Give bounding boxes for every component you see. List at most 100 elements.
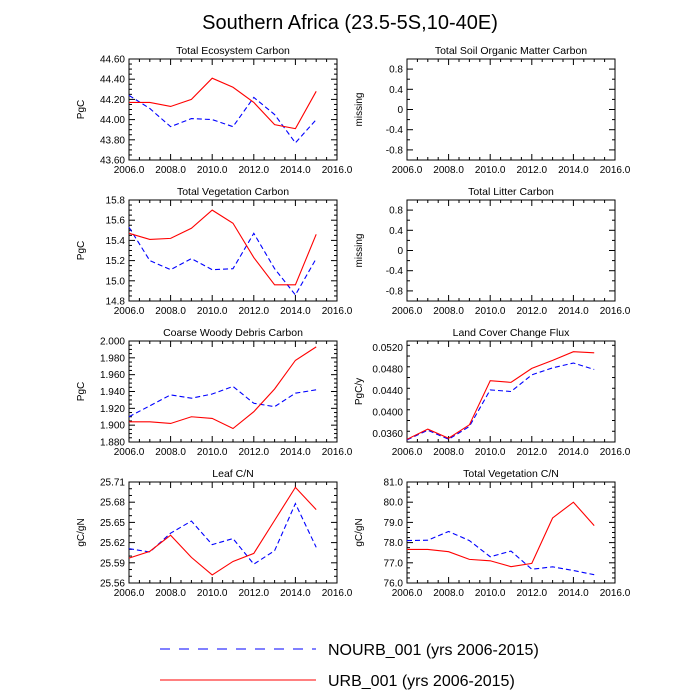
y-tick-label: 0.8	[389, 206, 403, 217]
x-tick-label: 2010.0	[197, 588, 228, 599]
y-tick-label: 44.00	[100, 115, 125, 126]
x-tick-label: 2008.0	[155, 588, 186, 599]
series-line-nourb	[128, 226, 317, 296]
x-tick-label: 2006.0	[392, 165, 423, 176]
x-tick-label: 2014.0	[558, 306, 589, 317]
x-tick-label: 2016.0	[600, 165, 631, 176]
chart-panel-1: Total Soil Organic Matter Carbon missing 2…	[354, 45, 631, 176]
x-tick-label: 2010.0	[475, 447, 506, 458]
x-tick-label: 2012.0	[517, 447, 548, 458]
x-tick-label: 2010.0	[475, 588, 506, 599]
series-line-nourb	[406, 362, 595, 441]
y-tick-label: 0.4	[389, 85, 403, 96]
x-tick-label: 2006.0	[114, 447, 145, 458]
y-axis-label: gC/gN	[76, 518, 87, 546]
y-axis-label: missing	[354, 234, 365, 268]
y-tick-label: 43.80	[100, 135, 125, 146]
y-tick-label: -0.8	[386, 286, 404, 297]
series-line-nourb	[128, 502, 317, 565]
y-axis-label: gC/gN	[354, 518, 365, 546]
legend-nourb-label: NOURB_001 (yrs 2006-2015)	[328, 642, 539, 659]
x-tick-label: 2016.0	[322, 306, 353, 317]
chart-title: Total Ecosystem Carbon	[176, 45, 290, 57]
y-tick-label: 0	[397, 246, 403, 257]
x-tick-label: 2012.0	[239, 447, 270, 458]
y-axis-label: missing	[354, 93, 365, 127]
y-tick-label: 25.56	[100, 579, 125, 590]
y-tick-label: 1.880	[100, 438, 125, 449]
y-tick-label: 15.8	[106, 196, 126, 207]
figure-title: Southern Africa (23.5-5S,10-40E)	[202, 12, 498, 34]
y-tick-label: 80.0	[384, 498, 404, 509]
chart-title: Total Soil Organic Matter Carbon	[435, 45, 587, 57]
x-tick-label: 2014.0	[558, 165, 589, 176]
plot-frame	[406, 58, 616, 161]
x-tick-label: 2014.0	[558, 588, 589, 599]
plot-frame	[406, 199, 616, 302]
chart-panel-2: Total Vegetation Carbon PgC 2006.0 2008.0 20…	[76, 186, 353, 317]
x-tick-label: 2006.0	[114, 306, 145, 317]
x-tick-label: 2010.0	[475, 306, 506, 317]
x-tick-label: 2016.0	[600, 588, 631, 599]
series-line-urb	[407, 501, 595, 568]
y-axis-label: PgC	[76, 241, 87, 260]
x-tick-label: 2008.0	[155, 306, 186, 317]
chart-panel-7: Total Vegetation C/N gC/gN 2006.0 2008.0 201…	[354, 468, 631, 599]
chart-title: Coarse Woody Debris Carbon	[163, 327, 303, 339]
y-tick-label: 25.65	[100, 518, 125, 529]
y-tick-label: 15.4	[106, 236, 126, 247]
plot-frame	[406, 481, 616, 584]
y-tick-label: -0.8	[386, 145, 404, 156]
series-line-urb	[128, 209, 317, 286]
chart-panel-6: Leaf C/N gC/gN 2006.0 2008.0 2010.0 2012.0 201…	[76, 468, 353, 599]
x-tick-label: 2012.0	[517, 588, 548, 599]
x-tick-label: 2006.0	[392, 306, 423, 317]
chart-title: Total Litter Carbon	[468, 186, 554, 198]
legend: NOURB_001 (yrs 2006-2015) URB_001 (yrs 2…	[160, 642, 539, 690]
x-tick-label: 2012.0	[239, 165, 270, 176]
chart-title: Total Vegetation C/N	[463, 468, 559, 480]
x-tick-label: 2016.0	[322, 165, 353, 176]
x-tick-label: 2012.0	[239, 306, 270, 317]
y-tick-label: -0.4	[386, 125, 404, 136]
y-tick-label: 0.0440	[372, 386, 403, 397]
y-tick-label: 44.20	[100, 95, 125, 106]
y-tick-label: 0.0400	[372, 407, 403, 418]
y-tick-label: 25.62	[100, 538, 125, 549]
chart-title: Land Cover Change Flux	[453, 327, 570, 339]
y-tick-label: 0.8	[389, 65, 403, 76]
y-tick-label: 81.0	[384, 478, 404, 489]
y-tick-label: 0.0480	[372, 364, 403, 375]
series-line-urb	[128, 486, 317, 576]
series-line-urb	[129, 77, 317, 130]
series-line-nourb	[128, 385, 317, 418]
x-tick-label: 2014.0	[280, 165, 311, 176]
series-line-nourb	[128, 94, 317, 144]
y-axis-label: PgC/y	[354, 378, 365, 405]
x-tick-label: 2010.0	[475, 165, 506, 176]
y-tick-label: 25.59	[100, 558, 125, 569]
chart-title: Leaf C/N	[212, 468, 253, 480]
x-tick-label: 2016.0	[322, 447, 353, 458]
y-tick-label: 0.4	[389, 226, 403, 237]
chart-title: Total Vegetation Carbon	[177, 186, 289, 198]
y-tick-label: 44.60	[100, 55, 125, 66]
y-axis-label: PgC	[76, 100, 87, 119]
y-tick-label: 44.40	[100, 75, 125, 86]
x-tick-label: 2010.0	[197, 447, 228, 458]
y-tick-label: 0.0520	[372, 343, 403, 354]
plot-frame	[128, 199, 338, 302]
x-tick-label: 2006.0	[392, 588, 423, 599]
x-tick-label: 2006.0	[114, 165, 145, 176]
y-tick-label: 15.6	[106, 216, 126, 227]
series-line-urb	[129, 346, 317, 430]
y-tick-label: 0	[397, 105, 403, 116]
y-tick-label: 15.0	[106, 276, 126, 287]
chart-panel-5: Land Cover Change Flux PgC/y 2006.0 2008.0 2…	[354, 327, 631, 458]
x-tick-label: 2016.0	[600, 306, 631, 317]
y-tick-label: 76.0	[384, 579, 404, 590]
chart-panel-0: Total Ecosystem Carbon PgC 2006.0 2008.0 201…	[76, 45, 353, 176]
x-tick-label: 2008.0	[433, 588, 464, 599]
x-tick-label: 2008.0	[155, 447, 186, 458]
x-tick-label: 2010.0	[197, 165, 228, 176]
